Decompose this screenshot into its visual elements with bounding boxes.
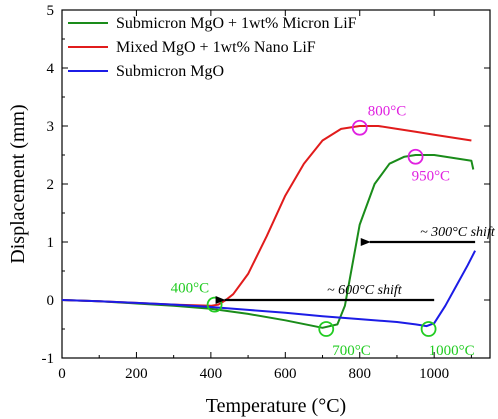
x-axis-title: Temperature (°C) [206, 395, 346, 417]
marker-circle [407, 148, 424, 165]
legend-label-2: Submicron MgO [116, 63, 224, 80]
legend-label-0: Submicron MgO + 1wt% Micron LiF [116, 15, 357, 32]
y-tick-label: 0 [47, 293, 55, 309]
x-tick-label: 400 [200, 366, 223, 382]
shift-label: ~ 300°C shift [420, 225, 496, 240]
temperature-label: 950°C [412, 169, 451, 185]
series-lines [61, 125, 476, 329]
temperature-label: 1000°C [429, 343, 475, 359]
y-tick-label: 3 [47, 119, 55, 135]
marker-circle [351, 119, 368, 136]
marker-circle [206, 296, 223, 313]
temperature-label: 700°C [332, 343, 371, 359]
legend: Submicron MgO + 1wt% Micron LiF Mixed MgO… [68, 15, 357, 80]
x-tick-label: 600 [274, 366, 297, 382]
annotations: 800°C 950°C 400°C 700°C 1000°C ~ 300°C shift ~… [171, 104, 496, 359]
x-tick-label: 0 [58, 366, 66, 382]
temperature-label: 400°C [171, 281, 210, 297]
x-tick-label: 1000 [419, 366, 449, 382]
shift-label: ~ 600°C shift [327, 283, 403, 298]
y-tick-label: 5 [47, 3, 55, 19]
y-tick-label: 4 [47, 61, 55, 77]
marker-circle [318, 321, 335, 337]
y-tick-label: -1 [42, 351, 55, 367]
x-tick-label: 200 [125, 366, 148, 382]
marker-circle [420, 321, 437, 337]
y-axis-title: Displacement (mm) [7, 104, 29, 263]
y-tick-label: 2 [47, 177, 55, 193]
series-line-2 [61, 250, 476, 328]
legend-label-1: Mixed MgO + 1wt% Nano LiF [116, 39, 316, 56]
temperature-label: 800°C [368, 104, 407, 120]
y-tick-label: 1 [47, 235, 55, 251]
series-line-0 [61, 154, 475, 329]
x-tick-label: 800 [348, 366, 371, 382]
